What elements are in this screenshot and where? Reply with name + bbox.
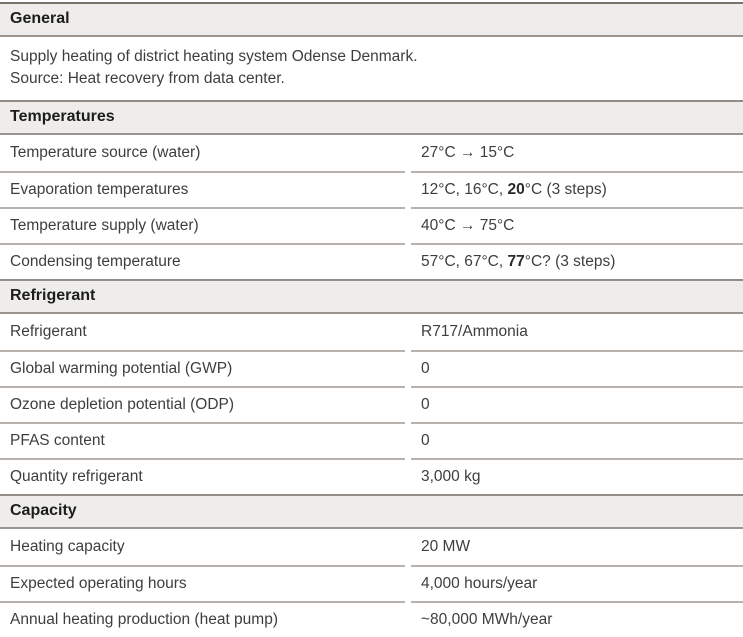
table-row: Heating capacity 20 MW (0, 529, 743, 565)
temperatures-rows: Temperature source (water) 27°C → 15°C E… (0, 135, 743, 279)
refrigerant-rows: Refrigerant R717/Ammonia Global warming … (0, 314, 743, 494)
row-value: 4,000 hours/year (411, 565, 743, 601)
row-label: PFAS content (0, 422, 405, 458)
row-value: 57°C, 67°C, 77°C? (3 steps) (411, 243, 743, 279)
table-row: Expected operating hours 4,000 hours/yea… (0, 565, 743, 601)
row-label: Global warming potential (GWP) (0, 350, 405, 386)
row-label: Ozone depletion potential (ODP) (0, 386, 405, 422)
table-row: Global warming potential (GWP) 0 (0, 350, 743, 386)
row-value: 40°C → 75°C (411, 207, 743, 243)
row-label: Quantity refrigerant (0, 458, 405, 494)
table-row: Temperature supply (water) 40°C → 75°C (0, 207, 743, 243)
capacity-rows: Heating capacity 20 MW Expected operatin… (0, 529, 743, 637)
row-label: Condensing temperature (0, 243, 405, 279)
row-label: Expected operating hours (0, 565, 405, 601)
row-value: R717/Ammonia (421, 323, 528, 340)
general-description: Supply heating of district heating syste… (0, 37, 743, 100)
row-label: Temperature source (water) (10, 144, 201, 161)
section-header-capacity: Capacity (0, 494, 743, 529)
table-row: Evaporation temperatures 12°C, 16°C, 20°… (0, 171, 743, 207)
table-row: Quantity refrigerant 3,000 kg (0, 458, 743, 494)
table-row: Annual heating production (heat pump) ~8… (0, 601, 743, 637)
row-value: 0 (411, 386, 743, 422)
general-description-line-1: Supply heating of district heating syste… (10, 48, 418, 65)
table-row: Condensing temperature 57°C, 67°C, 77°C?… (0, 243, 743, 279)
table-row: Ozone depletion potential (ODP) 0 (0, 386, 743, 422)
row-value: 12°C, 16°C, 20°C (3 steps) (411, 171, 743, 207)
row-value: 3,000 kg (411, 458, 743, 494)
section-header-refrigerant: Refrigerant (0, 279, 743, 314)
row-label: Temperature supply (water) (0, 207, 405, 243)
section-header-general: General (0, 2, 743, 37)
table-row: Refrigerant R717/Ammonia (0, 314, 743, 350)
general-description-line-2: Source: Heat recovery from data center. (10, 70, 285, 87)
row-label: Evaporation temperatures (0, 171, 405, 207)
row-value: ~80,000 MWh/year (411, 601, 743, 637)
row-label: Heating capacity (10, 538, 125, 555)
section-header-temperatures: Temperatures (0, 100, 743, 135)
row-value: 20 MW (421, 538, 471, 555)
table-row: PFAS content 0 (0, 422, 743, 458)
row-value: 0 (411, 422, 743, 458)
table-row: Temperature source (water) 27°C → 15°C (0, 135, 743, 171)
row-value: 27°C → 15°C (421, 144, 515, 161)
row-label: Annual heating production (heat pump) (0, 601, 405, 637)
row-value: 0 (411, 350, 743, 386)
row-label: Refrigerant (10, 323, 87, 340)
